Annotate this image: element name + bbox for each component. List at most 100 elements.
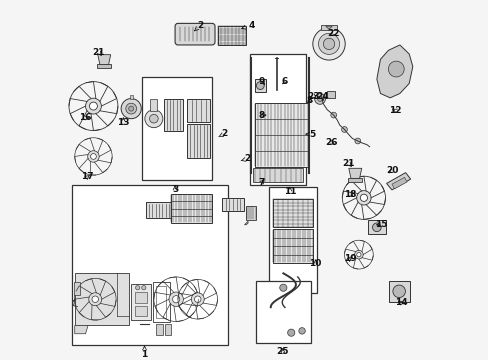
Text: 26: 26 [325, 138, 337, 147]
Circle shape [135, 285, 140, 290]
Circle shape [169, 292, 183, 306]
Circle shape [85, 98, 101, 114]
Circle shape [191, 293, 204, 306]
Text: 21: 21 [342, 159, 354, 168]
Text: 8: 8 [258, 111, 265, 120]
Circle shape [90, 154, 96, 159]
Text: 13: 13 [117, 118, 129, 127]
Text: 11: 11 [283, 187, 295, 196]
Bar [254, 103, 307, 167]
Circle shape [394, 287, 403, 296]
Bar [156, 324, 163, 335]
Polygon shape [75, 325, 88, 334]
Circle shape [372, 223, 380, 231]
Text: 2: 2 [241, 154, 250, 163]
Circle shape [341, 127, 346, 132]
Circle shape [318, 33, 339, 54]
Polygon shape [348, 168, 361, 179]
Text: 18: 18 [344, 190, 356, 199]
Circle shape [121, 99, 141, 119]
Circle shape [194, 296, 201, 302]
Bar [253, 168, 303, 183]
Bar [142, 77, 212, 180]
FancyBboxPatch shape [175, 23, 215, 45]
Text: 9: 9 [259, 77, 265, 86]
Circle shape [92, 296, 98, 302]
Circle shape [256, 82, 264, 90]
Text: 6: 6 [281, 77, 287, 86]
Bar [388, 281, 409, 302]
Bar [254, 79, 265, 92]
Bar [150, 99, 157, 112]
Circle shape [287, 329, 294, 336]
Circle shape [87, 151, 99, 162]
Text: 21: 21 [92, 48, 105, 57]
Bar [186, 124, 210, 158]
Circle shape [312, 28, 345, 60]
Circle shape [356, 190, 370, 205]
Bar [255, 280, 311, 343]
Circle shape [356, 252, 360, 257]
Polygon shape [376, 45, 412, 98]
Text: 8: 8 [306, 96, 312, 105]
Circle shape [142, 285, 145, 290]
Text: 17: 17 [81, 172, 93, 181]
Bar [145, 202, 172, 217]
Polygon shape [98, 55, 110, 65]
Bar [129, 95, 132, 99]
Text: 14: 14 [394, 298, 407, 307]
Bar [97, 64, 111, 68]
Text: 4: 4 [241, 21, 254, 30]
Bar [272, 229, 312, 263]
Polygon shape [391, 177, 406, 189]
Text: 19: 19 [343, 255, 355, 264]
Polygon shape [75, 273, 129, 325]
Bar [74, 282, 80, 295]
Circle shape [149, 114, 158, 123]
Text: 16: 16 [79, 113, 91, 122]
Circle shape [125, 103, 136, 114]
Text: 22: 22 [327, 29, 339, 38]
Bar [222, 198, 244, 211]
Bar [367, 220, 385, 234]
Circle shape [330, 112, 336, 118]
Circle shape [392, 285, 405, 298]
Text: 7: 7 [258, 178, 264, 187]
Bar [131, 284, 151, 320]
Circle shape [354, 250, 363, 259]
Circle shape [89, 102, 97, 110]
Bar [156, 286, 166, 318]
Text: 1: 1 [141, 346, 147, 359]
Bar [186, 99, 210, 122]
Bar [246, 206, 256, 220]
Bar [135, 292, 147, 303]
Circle shape [360, 194, 367, 201]
Text: 2: 2 [194, 21, 203, 31]
Bar [163, 99, 183, 131]
Circle shape [354, 138, 360, 144]
Circle shape [172, 296, 180, 303]
Bar [217, 26, 246, 45]
Text: 12: 12 [388, 106, 401, 115]
Bar [268, 187, 316, 293]
Polygon shape [325, 26, 331, 29]
Bar [320, 25, 336, 30]
Polygon shape [386, 173, 410, 190]
Circle shape [89, 293, 102, 306]
Bar [272, 199, 312, 227]
Bar [72, 185, 228, 345]
Text: 2: 2 [218, 129, 227, 138]
Bar [326, 91, 334, 98]
Circle shape [314, 94, 325, 104]
Circle shape [389, 282, 407, 300]
Bar [135, 306, 147, 316]
Circle shape [387, 61, 404, 77]
Text: 3: 3 [172, 185, 178, 194]
Text: 23: 23 [306, 91, 319, 100]
Bar [347, 178, 362, 182]
Polygon shape [244, 221, 247, 225]
Text: 20: 20 [386, 166, 398, 175]
Bar [164, 324, 171, 335]
Text: 15: 15 [374, 220, 386, 229]
Circle shape [144, 110, 163, 128]
